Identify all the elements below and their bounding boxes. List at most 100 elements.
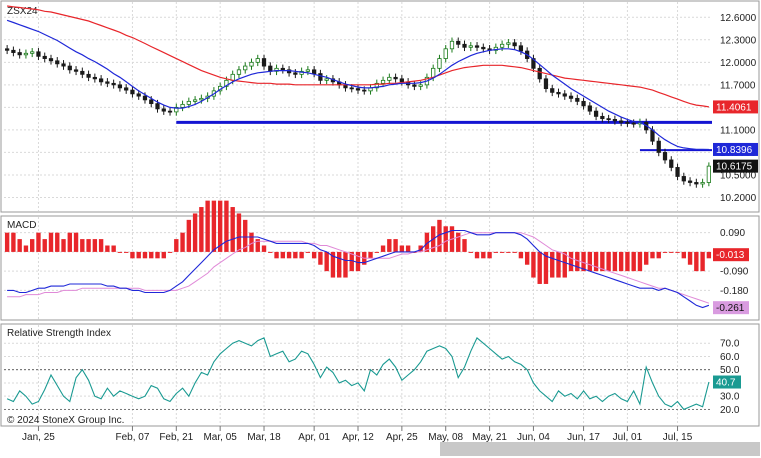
- macd-histogram-bar: [462, 239, 467, 252]
- macd-histogram-bar: [493, 251, 499, 253]
- macd-histogram-bar: [618, 251, 624, 272]
- candle-body: [362, 89, 367, 92]
- macd-histogram-bar: [136, 251, 141, 259]
- macd-histogram-bar: [531, 251, 536, 278]
- last-value-badge: [713, 248, 749, 262]
- candle-body: [268, 65, 273, 72]
- candle-body: [261, 58, 267, 67]
- horizontal-scrollbar[interactable]: [440, 442, 760, 456]
- candle-body: [136, 93, 141, 97]
- macd-histogram-bar: [36, 232, 41, 252]
- candle-body: [412, 84, 417, 87]
- candle-body: [174, 106, 179, 113]
- candle-body: [625, 121, 630, 124]
- candle-body: [149, 99, 154, 105]
- candle-body: [681, 176, 686, 182]
- candle-body: [192, 99, 198, 102]
- macd-histogram-bar: [656, 251, 661, 259]
- candle-body: [506, 42, 511, 45]
- candle-body: [324, 78, 329, 81]
- macd-histogram-bar: [48, 232, 54, 252]
- macd-histogram-bar: [512, 251, 517, 253]
- macd-histogram-bar: [268, 251, 273, 253]
- candle-body: [48, 58, 54, 62]
- candle-body: [312, 69, 317, 74]
- macd-histogram-bar: [261, 245, 267, 252]
- candle-body: [86, 73, 91, 78]
- last-value-badge: [713, 301, 749, 315]
- macd-histogram-bar: [86, 239, 91, 252]
- macd-panel-frame: [0, 215, 760, 321]
- last-value-text: 10.8396: [716, 145, 753, 156]
- macd-histogram-bar: [205, 200, 210, 252]
- candle-body: [67, 65, 72, 71]
- candle-body: [449, 40, 455, 50]
- macd-histogram-bar: [487, 251, 492, 259]
- macd-histogram-bar: [274, 251, 279, 259]
- macd-histogram-bar: [243, 219, 248, 252]
- macd-histogram-bar: [11, 232, 16, 252]
- macd-histogram-bar: [474, 251, 480, 259]
- candle-body: [550, 88, 555, 93]
- macd-histogram-bar: [255, 239, 260, 252]
- candle-body: [393, 76, 398, 80]
- macd-histogram-bar: [249, 232, 254, 252]
- macd-histogram-bar: [324, 251, 329, 272]
- candle-body: [186, 100, 191, 105]
- macd-histogram-bar: [437, 219, 442, 252]
- macd-histogram-bar: [581, 251, 586, 272]
- y-tick-label: 30.0: [720, 392, 740, 403]
- last-value-text: 11.4061: [716, 102, 752, 113]
- rsi-line: [6, 337, 710, 411]
- macd-histogram-bar: [575, 251, 580, 272]
- candle-body: [249, 61, 254, 67]
- rsi-band-lines: [4, 369, 712, 410]
- macd-title: MACD: [7, 220, 36, 231]
- macd-histogram-bar: [161, 251, 166, 259]
- candle-body: [612, 118, 618, 122]
- macd-histogram-bar: [149, 251, 154, 259]
- candle-body: [124, 87, 129, 91]
- rsi-title: Relative Strength Index: [7, 328, 111, 339]
- macd-histogram-bar: [299, 251, 304, 259]
- candle-body: [669, 159, 674, 168]
- macd-histogram-bar: [481, 251, 486, 259]
- candle-body: [543, 78, 549, 90]
- macd-histogram-bar: [293, 251, 298, 259]
- candle-body: [36, 51, 41, 57]
- macd-histogram-bar: [637, 251, 643, 272]
- x-tick-label: Jan, 25: [22, 432, 55, 443]
- candle-body: [161, 108, 166, 112]
- macd-histogram-bar: [192, 213, 198, 252]
- x-tick-label: Jul, 15: [663, 432, 693, 443]
- y-tick-label: 20.0: [720, 405, 740, 416]
- y-tick-label: 12.6000: [720, 13, 757, 24]
- x-tick-label: May, 08: [428, 432, 463, 443]
- candle-body: [142, 95, 148, 101]
- candle-body: [481, 46, 486, 50]
- y-tick-label: 70.0: [720, 339, 740, 350]
- candle-body: [662, 152, 668, 161]
- macd-histogram-bar: [550, 251, 555, 278]
- macd-histogram-bar: [537, 251, 542, 284]
- x-tick-label: Feb, 21: [159, 432, 193, 443]
- candle-body: [619, 120, 624, 123]
- macd-histogram-bar: [669, 251, 674, 253]
- macd-histogram-bar: [650, 251, 655, 259]
- y-tick-label: 50.0: [720, 365, 740, 376]
- macd-histogram-bar: [217, 200, 223, 252]
- macd-histogram-bar: [105, 245, 110, 252]
- candle-body: [243, 65, 248, 71]
- candle-body: [443, 48, 448, 59]
- candle-body: [468, 45, 473, 48]
- macd-histogram-bar: [499, 251, 505, 253]
- candle-body: [437, 58, 442, 69]
- x-tick-label: Jun, 17: [567, 432, 600, 443]
- macd-panel: 0.0900.000-0.090-0.180 MACD -0.013-0.261: [0, 200, 760, 321]
- candle-body: [656, 140, 661, 153]
- macd-histogram-bar: [443, 226, 448, 252]
- candle-body: [418, 84, 423, 87]
- x-tick-label: Apr, 01: [298, 432, 330, 443]
- last-value-text: 40.7: [716, 378, 736, 389]
- candle-body: [462, 43, 467, 48]
